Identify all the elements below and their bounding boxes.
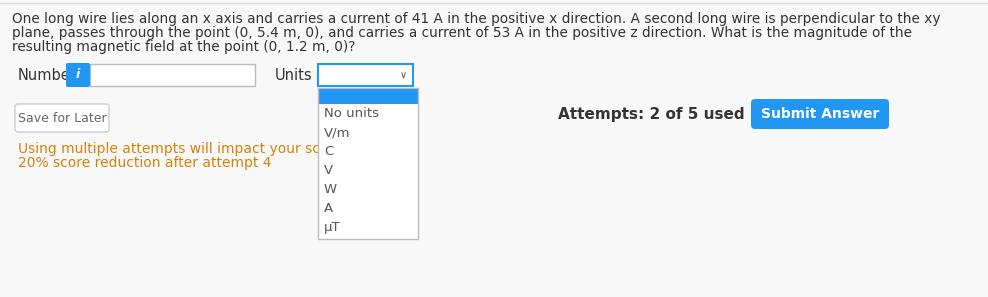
FancyBboxPatch shape (15, 104, 109, 132)
Text: 20% score reduction after attempt 4: 20% score reduction after attempt 4 (18, 156, 272, 170)
Text: Attempts: 2 of 5 used: Attempts: 2 of 5 used (558, 107, 745, 121)
Bar (90, 64, 255, 86)
Text: Number: Number (18, 67, 77, 83)
Bar (318, 88, 418, 104)
Text: One long wire lies along an x axis and carries a current of 41 A in the positive: One long wire lies along an x axis and c… (12, 12, 941, 26)
Text: Submit Answer: Submit Answer (761, 107, 879, 121)
Text: resulting magnetic field at the point (0, 1.2 m, 0)?: resulting magnetic field at the point (0… (12, 40, 356, 54)
Text: Save for Later: Save for Later (18, 111, 107, 124)
Text: μT: μT (324, 221, 341, 234)
FancyBboxPatch shape (751, 99, 889, 129)
Text: No units: No units (324, 107, 379, 120)
Text: V/m: V/m (324, 126, 351, 139)
Bar (318, 88, 418, 239)
Text: W: W (324, 183, 337, 196)
Bar (318, 104, 418, 239)
Text: C: C (324, 145, 333, 158)
Text: A: A (324, 202, 333, 215)
Text: Using multiple attempts will impact your score.: Using multiple attempts will impact your… (18, 142, 347, 156)
Bar (318, 64, 413, 86)
Text: V: V (324, 164, 333, 177)
Text: i: i (76, 69, 80, 81)
FancyBboxPatch shape (66, 63, 90, 87)
Text: Units: Units (275, 67, 312, 83)
Text: plane, passes through the point (0, 5.4 m, 0), and carries a current of 53 A in : plane, passes through the point (0, 5.4 … (12, 26, 912, 40)
Text: ∨: ∨ (399, 70, 407, 80)
